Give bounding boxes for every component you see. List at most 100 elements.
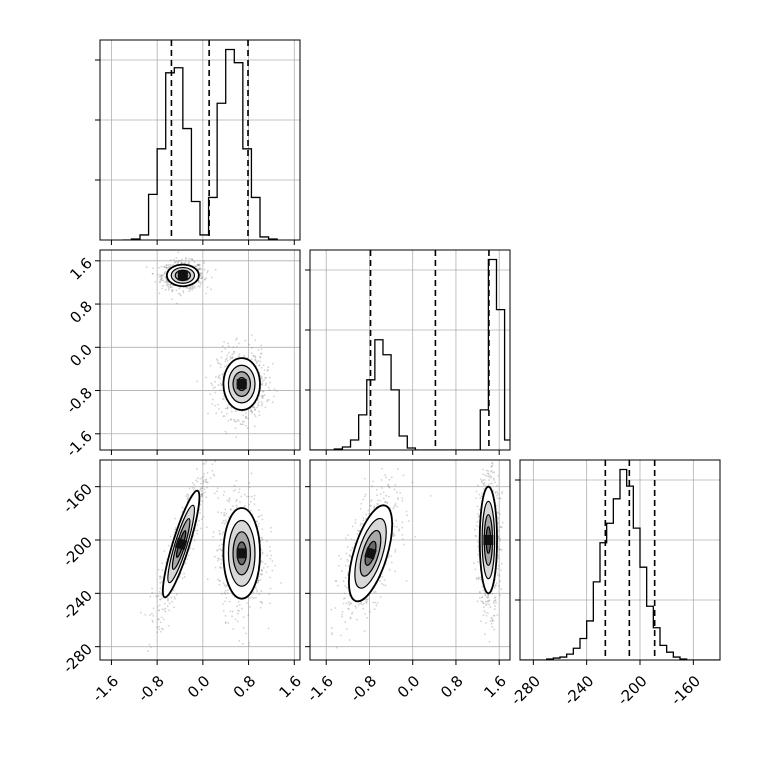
scatter-point xyxy=(214,386,216,389)
scatter-point xyxy=(257,579,260,582)
scatter-point xyxy=(258,515,261,518)
scatter-point xyxy=(260,573,263,576)
scatter-point xyxy=(342,580,345,583)
scatter-point xyxy=(164,270,167,273)
scatter-point xyxy=(487,593,490,596)
scatter-point xyxy=(232,490,235,492)
scatter-point xyxy=(388,568,391,571)
scatter-point xyxy=(167,264,170,266)
density-peak xyxy=(236,379,247,390)
scatter-point xyxy=(496,573,499,576)
scatter-point xyxy=(487,594,490,597)
scatter-point xyxy=(191,482,194,484)
scatter-point xyxy=(198,268,201,271)
scatter-point xyxy=(237,600,240,603)
scatter-point xyxy=(496,497,499,500)
scatter-point xyxy=(396,505,398,508)
scatter-point xyxy=(205,292,208,295)
scatter-point xyxy=(161,287,164,290)
scatter-point xyxy=(200,487,203,489)
scatter-point xyxy=(160,276,163,279)
scatter-point xyxy=(224,622,227,624)
scatter-point xyxy=(214,566,217,569)
scatter-point xyxy=(218,529,221,532)
scatter-point xyxy=(254,339,257,342)
scatter-point xyxy=(220,592,223,595)
scatter-point xyxy=(231,615,233,618)
scatter-point xyxy=(160,274,163,277)
scatter-point xyxy=(151,587,153,590)
scatter-point xyxy=(212,535,215,538)
scatter-point xyxy=(223,513,225,516)
scatter-point xyxy=(496,614,499,616)
scatter-point xyxy=(342,602,345,605)
scatter-point xyxy=(221,521,224,524)
scatter-point xyxy=(346,628,348,630)
scatter-point xyxy=(202,482,204,485)
scatter-point xyxy=(253,406,255,409)
scatter-point xyxy=(190,287,193,290)
scatter-point xyxy=(233,484,236,487)
scatter-point xyxy=(257,516,260,518)
scatter-point xyxy=(365,602,368,604)
scatter-point xyxy=(211,403,214,405)
scatter-point xyxy=(174,597,176,600)
scatter-point xyxy=(493,471,496,474)
scatter-point xyxy=(233,420,236,423)
scatter-point xyxy=(236,609,239,612)
scatter-point xyxy=(199,487,202,490)
scatter-point xyxy=(164,561,167,564)
scatter-point xyxy=(392,535,394,538)
scatter-point xyxy=(483,457,485,459)
scatter-point xyxy=(237,355,240,358)
scatter-point xyxy=(201,487,204,490)
scatter-point xyxy=(251,411,253,414)
scatter-point xyxy=(394,570,396,573)
scatter-point xyxy=(160,274,163,277)
scatter-point xyxy=(225,521,228,523)
panel-frame xyxy=(99,249,301,451)
scatter-point xyxy=(401,538,404,541)
scatter-point xyxy=(169,263,172,266)
scatter-point xyxy=(271,362,274,365)
scatter-point xyxy=(247,417,249,420)
scatter-point xyxy=(216,490,218,493)
scatter-point xyxy=(204,278,206,281)
scatter-point xyxy=(405,510,408,513)
scatter-point xyxy=(210,276,213,279)
scatter-point xyxy=(384,500,387,503)
scatter-point xyxy=(225,412,228,415)
density-peak xyxy=(236,548,247,559)
x-tick-label: -200 xyxy=(614,672,651,709)
scatter-point xyxy=(261,536,263,539)
scatter-point xyxy=(361,523,364,525)
scatter-point xyxy=(267,368,269,371)
scatter-point xyxy=(341,613,343,616)
panel-plot-area xyxy=(310,457,510,660)
scatter-point xyxy=(490,465,493,468)
scatter-point xyxy=(181,258,184,261)
y-tick-label: -1.6 xyxy=(63,427,96,460)
scatter-point xyxy=(375,488,378,491)
scatter-point xyxy=(490,465,493,468)
y-tick-label: 1.6 xyxy=(66,254,96,284)
scatter-point xyxy=(261,380,264,383)
scatter-point xyxy=(500,588,503,590)
scatter-point xyxy=(259,360,262,363)
panel-p21: -1.6 -0.8 0.0 0.8 1.6 xyxy=(304,457,511,705)
scatter-point xyxy=(394,502,397,505)
scatter-point xyxy=(361,603,364,606)
scatter-point xyxy=(245,424,248,427)
scatter-point xyxy=(220,411,223,413)
scatter-point xyxy=(192,489,195,492)
scatter-point xyxy=(265,382,268,385)
scatter-point xyxy=(498,548,501,551)
scatter-point xyxy=(500,569,502,572)
density-peak xyxy=(174,537,188,551)
scatter-point xyxy=(392,533,394,536)
scatter-point xyxy=(483,610,486,612)
scatter-point xyxy=(256,590,259,593)
scatter-point xyxy=(478,597,481,599)
scatter-point xyxy=(179,294,182,297)
